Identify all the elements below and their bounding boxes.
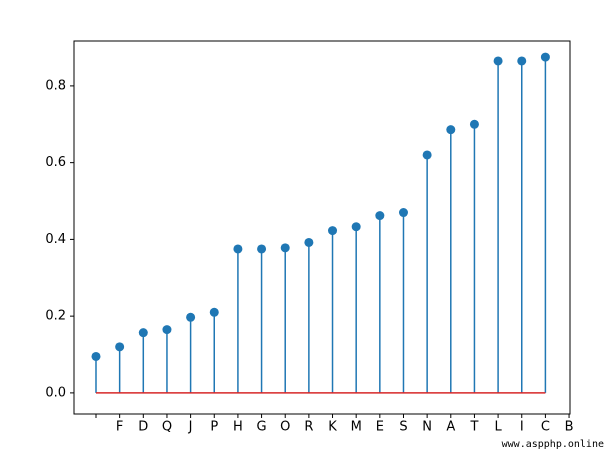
x-tick-label: B [565, 420, 574, 435]
x-tick-label: O [280, 420, 290, 435]
x-tick-label: Q [162, 420, 172, 435]
stem-marker [115, 342, 125, 352]
x-tick-label: S [399, 420, 407, 435]
stem-marker [257, 244, 267, 254]
stem-marker [233, 244, 243, 254]
stem-marker [138, 328, 148, 338]
x-tick-label: P [210, 420, 218, 435]
stem-marker [540, 52, 550, 62]
stem-marker [398, 208, 408, 218]
x-tick-label: C [541, 420, 550, 435]
watermark: www.aspphp.online [502, 439, 604, 450]
stem-marker [186, 312, 196, 322]
stem-marker [469, 119, 479, 129]
x-tick-label: F [116, 420, 123, 435]
stem-marker [304, 237, 314, 247]
x-tick-label: R [304, 420, 313, 435]
x-tick-label: K [328, 420, 337, 435]
x-tick-label: G [257, 420, 267, 435]
stem-marker [209, 307, 219, 317]
stem-marker [280, 243, 290, 253]
x-tick-label: A [446, 420, 455, 435]
stem-marker [328, 226, 338, 236]
stem-marker [493, 56, 503, 66]
x-tick-label: T [469, 420, 478, 435]
x-tick-label: N [422, 420, 432, 435]
x-tick-label: M [351, 420, 362, 435]
x-tick-label: H [233, 420, 243, 435]
stem-marker [375, 211, 385, 221]
stem-marker [162, 325, 172, 335]
stem-marker [517, 56, 527, 66]
stem-marker [91, 351, 101, 361]
x-tick-label: L [494, 420, 502, 435]
x-tick-label: I [520, 420, 524, 435]
plot-frame [73, 40, 571, 415]
x-tick-label: J [188, 420, 193, 435]
y-tick-label: 0.2 [45, 309, 66, 324]
stem-marker [446, 125, 456, 135]
x-tick-label: D [138, 420, 148, 435]
y-tick-label: 0.8 [45, 78, 66, 93]
y-tick-label: 0.4 [45, 232, 66, 247]
y-tick-label: 0.6 [45, 155, 66, 170]
y-tick-label: 0.0 [45, 385, 66, 400]
stem-marker [351, 222, 361, 232]
stem-marker [422, 150, 432, 160]
x-tick-label: E [376, 420, 384, 435]
